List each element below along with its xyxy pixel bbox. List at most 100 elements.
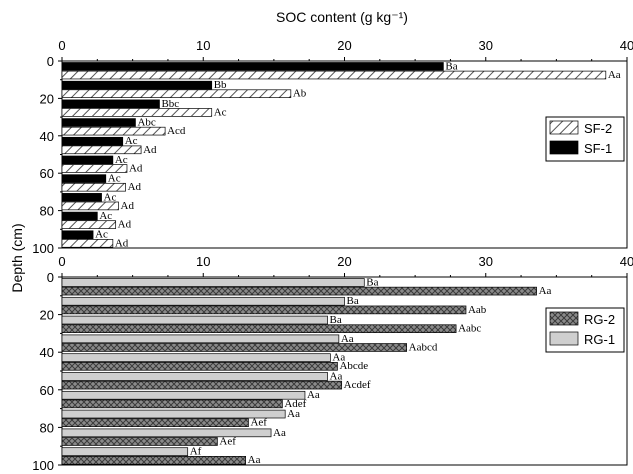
bar-sf-2 [61,145,142,155]
significance-label: Abcde [339,360,368,372]
bar-sf-1 [61,174,107,183]
bar-sf-2 [61,70,607,80]
bar-sf-2 [61,164,128,173]
significance-label: Bb [214,79,227,91]
bar-rg-2 [61,305,467,315]
significance-label: Aabcd [409,341,438,353]
significance-label: Aa [330,370,343,382]
significance-label: Aef [250,417,267,429]
legend-label: SF-1 [584,141,612,156]
bar-sf-1 [61,211,98,221]
x-tick-label: 0 [58,38,65,53]
significance-label: Abc [137,116,155,128]
legend-swatch [549,311,579,326]
significance-label: Ac [115,154,128,166]
significance-label: Acd [167,125,186,137]
bar-rg-1 [61,372,328,381]
x-tick-label: 0 [58,254,65,269]
bar-sf-2 [61,201,119,211]
x-tick-label: 40 [620,38,633,53]
significance-label: Ba [445,60,457,72]
y-axis-title: Depth (cm) [9,223,25,292]
significance-label: Aa [248,454,261,466]
bar-sf-1 [61,99,160,109]
y-tick-label: 60 [40,166,54,181]
significance-label: Aa [287,408,300,420]
y-tick-label: 0 [47,270,54,285]
significance-label: Ac [99,210,112,222]
bar-sf-1 [61,80,213,90]
bar-rg-1 [61,278,365,287]
bar-rg-2 [61,437,218,446]
bar-sf-2 [61,126,166,136]
significance-label: Bbc [161,98,179,110]
significance-label: Ba [347,295,359,307]
x-tick-label: 10 [196,254,210,269]
bar-sf-2 [61,108,213,117]
bar-rg-2 [61,418,249,427]
bar-rg-1 [61,390,306,400]
significance-label: Aa [608,69,621,81]
y-tick-label: 100 [32,241,54,256]
bar-rg-1 [61,315,328,325]
significance-label: Aa [539,285,552,297]
significance-label: Aabc [458,323,481,335]
significance-label: Aa [341,333,354,345]
significance-label: Af [190,446,202,458]
significance-label: Ac [95,229,108,241]
significance-label: Aab [468,304,487,316]
legend-swatch [549,140,579,155]
bar-sf-2 [61,89,292,99]
bar-rg-1 [61,409,286,419]
y-tick-label: 40 [40,129,54,144]
significance-label: Ac [104,191,117,203]
bar-sf-1 [61,193,102,202]
y-tick-label: 40 [40,345,54,360]
legend-label: SF-2 [584,121,612,136]
bar-rg-2 [61,324,457,333]
bar-rg-1 [61,447,189,456]
bar-sf-1 [61,62,444,71]
y-tick-label: 100 [32,458,54,473]
significance-label: Ad [143,144,157,156]
significance-label: Ac [108,173,121,185]
bar-sf-2 [61,239,114,248]
bar-sf-1 [61,136,124,146]
significance-label: Ad [121,200,135,212]
bar-rg-1 [61,334,340,344]
legend-swatch [549,331,579,346]
x-tick-label: 40 [620,254,633,269]
bar-rg-2 [61,286,537,296]
significance-label: Ad [118,219,132,231]
bar-rg-2 [61,399,283,409]
y-tick-label: 20 [40,308,54,323]
x-tick-label: 30 [479,38,493,53]
bar-rg-1 [61,353,331,362]
y-tick-label: 80 [40,420,54,435]
significance-label: Aef [219,435,236,447]
x-tick-label: 20 [337,38,351,53]
legend-label: RG-1 [584,332,615,347]
legend-swatch [549,120,579,135]
bar-sf-2 [61,220,117,229]
significance-label: Ac [125,135,138,147]
x-tick-label: 30 [479,254,493,269]
chart-title: SOC content (g kg⁻¹) [276,9,408,25]
bar-sf-2 [61,182,126,192]
significance-label: Ad [128,181,142,193]
panel-top: 0 10 20 30 40020406080100BaBbBbcAbcAcAcAcAcA… [32,38,633,256]
significance-label: Adef [284,398,306,410]
significance-label: Ba [366,276,378,288]
panel-bottom: 0 10 20 30 40020406080100BaBaBaAaAaAaAaAaAaA… [32,254,633,473]
y-tick-label: 0 [47,54,54,69]
significance-label: Ad [115,237,129,249]
y-tick-label: 60 [40,383,54,398]
significance-label: Ab [293,88,307,100]
bar-rg-2 [61,362,338,371]
significance-label: Aa [273,427,286,439]
bar-rg-1 [61,296,345,306]
significance-label: Ac [214,106,227,118]
bar-rg-2 [61,380,343,390]
y-tick-label: 20 [40,91,54,106]
